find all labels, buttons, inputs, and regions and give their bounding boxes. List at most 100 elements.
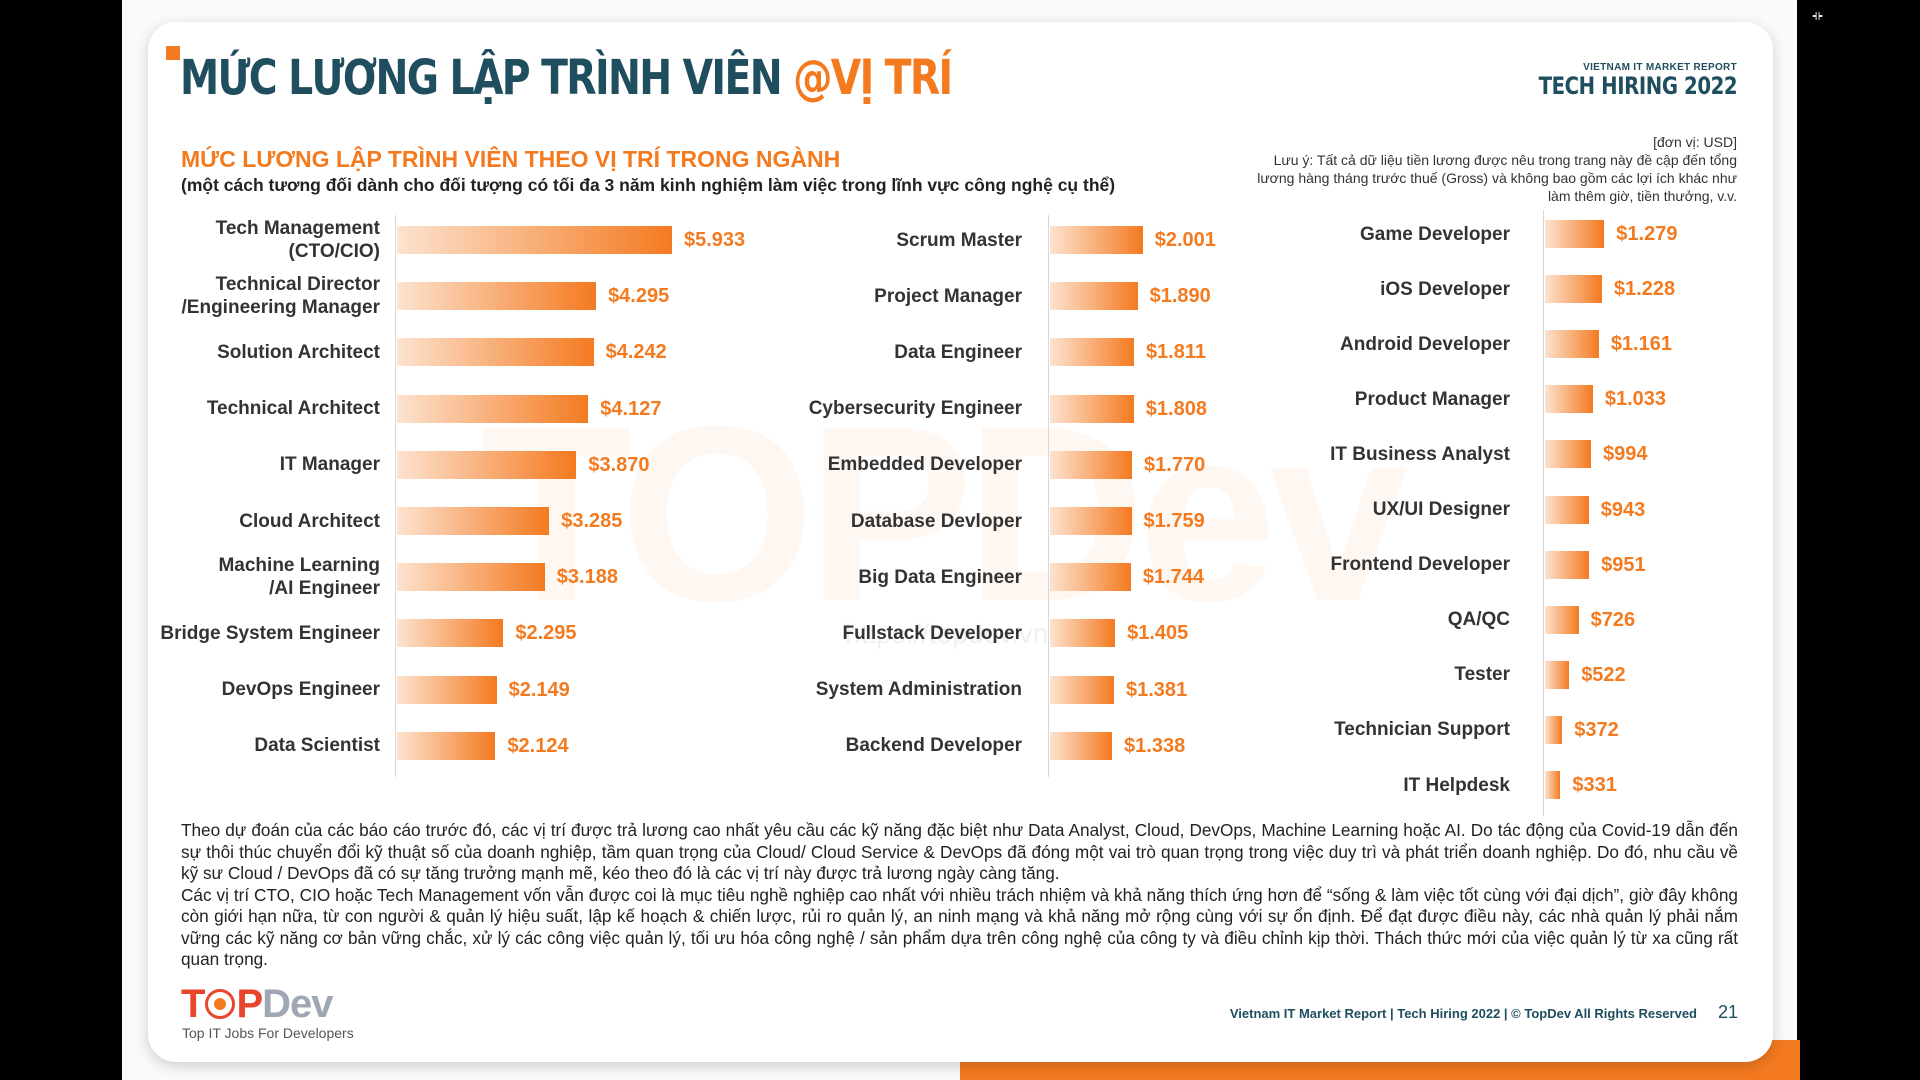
salary-bar xyxy=(1050,675,1114,704)
chart-row: Technical Architect xyxy=(100,381,380,437)
logo-letter-t: T xyxy=(181,982,205,1026)
bar-value-label: $331 xyxy=(1572,774,1617,796)
salary-bar xyxy=(1545,771,1561,799)
chart-row: Tech Management (CTO/CIO) xyxy=(100,212,380,268)
bar-category-label: Cloud Architect xyxy=(239,510,380,532)
logo-letter-p: P xyxy=(236,982,263,1026)
bar-value-label: $1.381 xyxy=(1126,678,1188,701)
footer-copyright: Vietnam IT Market Report | Tech Hiring 2… xyxy=(1229,1006,1697,1021)
bar-category-label: Game Developer xyxy=(1360,223,1510,245)
bar-value-label: $1.770 xyxy=(1144,453,1206,476)
chart-row: Data Engineer xyxy=(742,324,1022,380)
chart-row: Technical Director /Engineering Manager xyxy=(100,268,380,324)
logo-globe-icon xyxy=(205,989,236,1019)
salary-bar xyxy=(397,282,597,311)
bar-category-label: IT Helpdesk xyxy=(1403,774,1510,796)
page-title-accent: @VỊ TRÍ xyxy=(793,50,953,106)
bar-category-label: Bridge System Engineer xyxy=(160,622,380,644)
bar-value-label: $5.933 xyxy=(684,229,746,251)
chart-row: UX/UI Designer xyxy=(1230,482,1510,538)
chart-row: iOS Developer xyxy=(1230,261,1510,317)
bar-value-label: $522 xyxy=(1581,663,1626,686)
bar-value-label: $4.295 xyxy=(608,285,670,308)
paragraph-2: Các vị trí CTO, CIO hoặc Tech Management… xyxy=(181,884,1738,970)
bar-category-label: Embedded Developer xyxy=(827,454,1022,476)
logo-dev: Dev xyxy=(262,982,333,1026)
bar-value-label: $1.033 xyxy=(1604,388,1667,411)
salary-bar xyxy=(397,563,545,592)
watermark-logo: TOPDev xyxy=(480,374,1408,653)
bar-value-label: $943 xyxy=(1600,498,1646,521)
salary-bar xyxy=(1545,715,1563,744)
chart-row: QA/QC xyxy=(1230,592,1510,648)
salary-bar xyxy=(397,450,577,479)
page-title: MỨC LƯƠNG LẬP TRÌNH VIÊN @VỊ TRÍ xyxy=(180,50,953,106)
salary-note: Lưu ý: Tất cả dữ liệu tiền lương được nê… xyxy=(1257,152,1737,204)
salary-bar xyxy=(1050,394,1134,423)
salary-bar xyxy=(1545,220,1605,248)
bar-value-label: $3.285 xyxy=(561,510,623,532)
bar-category-label: UX/UI Designer xyxy=(1372,499,1510,520)
bar-value-label: $1.759 xyxy=(1143,510,1205,532)
bar-value-label: $726 xyxy=(1590,608,1636,631)
bar-category-label: iOS Developer xyxy=(1380,278,1510,300)
chart-row: Bridge System Engineer xyxy=(100,605,380,661)
salary-bar xyxy=(1050,731,1113,760)
bar-category-label: IT Business Analyst xyxy=(1330,443,1510,465)
paragraph-1: Theo dự đoán của các báo cáo trước đó, c… xyxy=(181,820,1738,883)
chart-row: Fullstack Developer xyxy=(742,605,1022,661)
bar-category-label: Technical Architect xyxy=(206,398,380,420)
chart-row: Database Devloper xyxy=(742,493,1022,549)
bar-value-label: $4.127 xyxy=(600,397,662,420)
salary-bar xyxy=(397,675,497,704)
bar-category-label: Cybersecurity Engineer xyxy=(808,398,1022,420)
bar-category-label: Product Manager xyxy=(1354,388,1510,410)
bar-category-label: Scrum Master xyxy=(896,229,1022,251)
bar-category-label: Project Manager xyxy=(874,285,1022,307)
bar-value-label: $2.149 xyxy=(508,678,570,701)
salary-bar xyxy=(1545,330,1599,359)
bar-value-label: $1.161 xyxy=(1610,333,1672,356)
chart-axis-line xyxy=(395,215,396,777)
bar-category-label: Tech Management (CTO/CIO) xyxy=(215,218,380,262)
unit-note: [đơn vị: USD] Lưu ý: Tất cả dữ liệu tiền… xyxy=(1237,133,1737,205)
bar-category-label: Solution Architect xyxy=(217,341,380,363)
salary-bar xyxy=(397,394,589,423)
report-brand-big: TECH HIRING 2022 xyxy=(1538,72,1737,100)
title-accent-square xyxy=(166,46,180,60)
bar-value-label: $1.744 xyxy=(1142,566,1204,589)
salary-bar xyxy=(397,226,672,254)
bar-category-label: Machine Learning /AI Engineer xyxy=(218,555,380,600)
bar-category-label: Big Data Engineer xyxy=(858,566,1022,588)
salary-bar xyxy=(1545,385,1593,414)
chart-title: MỨC LƯƠNG LẬP TRÌNH VIÊN THEO VỊ TRÍ TRO… xyxy=(181,146,841,172)
salary-bar xyxy=(397,338,594,367)
bar-category-label: Backend Developer xyxy=(845,735,1022,757)
chart-axis-line xyxy=(1048,215,1049,777)
salary-bar xyxy=(1050,619,1116,648)
watermark-url: https://topdev.vn xyxy=(845,618,1049,649)
chart-row: IT Business Analyst xyxy=(1230,426,1510,482)
bar-value-label: $3.188 xyxy=(556,566,618,589)
chart-row: Backend Developer xyxy=(742,718,1022,774)
chart-subtitle: (một cách tương đối dành cho đối tượng c… xyxy=(181,175,1116,195)
bar-category-label: Data Engineer xyxy=(894,341,1022,363)
salary-bar xyxy=(1545,660,1570,689)
bar-category-label: Tester xyxy=(1454,664,1510,686)
bar-category-label: System Administration xyxy=(815,679,1022,701)
bar-category-label: QA/QC xyxy=(1447,609,1510,631)
fullscreen-toggle-icon[interactable]: ⌟⌞ ⌝⌜ xyxy=(1812,4,1824,28)
bar-category-label: Fullstack Developer xyxy=(842,622,1022,644)
chart-row: Product Manager xyxy=(1230,371,1510,427)
bar-value-label: $951 xyxy=(1601,553,1646,576)
chart-row: Scrum Master xyxy=(742,212,1022,268)
page-title-main: MỨC LƯƠNG LẬP TRÌNH VIÊN xyxy=(180,50,783,106)
bar-value-label: $372 xyxy=(1574,718,1619,741)
chart-row: Big Data Engineer xyxy=(742,549,1022,605)
salary-bar xyxy=(1545,605,1579,634)
bar-value-label: $4.242 xyxy=(605,341,667,364)
bar-category-label: Technical Director /Engineering Manager xyxy=(181,274,380,319)
bar-value-label: $1.279 xyxy=(1616,223,1678,245)
bar-value-label: $1.808 xyxy=(1145,397,1207,420)
bar-value-label: $2.295 xyxy=(515,622,577,645)
